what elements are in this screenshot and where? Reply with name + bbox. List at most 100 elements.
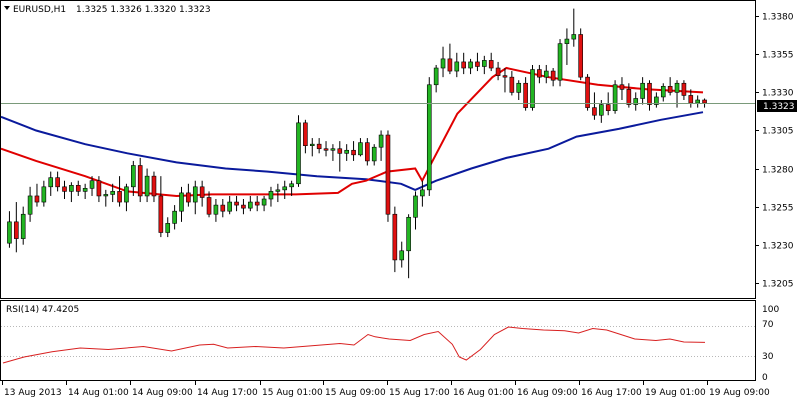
candlestick-series [7,8,707,279]
candle-body [502,75,508,78]
time-tick-label: 19 Aug 01:00 [645,388,706,398]
candle-body [660,85,666,98]
candle-body [316,143,322,150]
current-price-label: 1.3323 [763,102,795,112]
candle-body [667,85,673,93]
candle-body [640,82,645,99]
candle-body [674,82,680,93]
time-tick-label: 16 Aug 09:00 [517,388,578,398]
candle-body [626,89,632,105]
time-tick-label: 16 Aug 01:00 [453,388,514,398]
candle-body [654,96,659,105]
candle-body [282,186,288,191]
candle-body [454,61,460,72]
price-tick-label: 1.3330 [762,89,794,99]
candle-body [89,180,95,189]
candle-body [543,70,549,78]
rsi-level-70: 70 [762,320,774,330]
rsi-line [2,326,706,364]
candle-body [69,184,74,192]
time-tick-label: 16 Aug 17:00 [581,388,642,398]
candle-body [433,67,439,86]
candle-body [461,61,466,69]
candle-body [227,201,232,212]
candle-body [337,148,343,154]
candle-body [192,186,198,203]
candle-body [406,216,411,252]
rsi-level-100: 100 [762,305,779,315]
candle-body [234,201,239,206]
candle-body [213,204,219,215]
candle-body [344,149,349,154]
candle-body [530,69,535,108]
candle-body [268,191,274,200]
candle-body [447,58,453,72]
candle-body [303,122,308,146]
candle-body [371,146,377,162]
candle-body [420,189,425,197]
candle-body [199,186,205,198]
candle-body [578,34,583,78]
candle-body [482,60,487,67]
candle-body [55,177,60,188]
price-tick-label: 1.3305 [762,127,794,137]
candle-body [144,175,150,197]
candle-body [633,98,639,105]
candle-body [27,195,33,215]
candle-body [48,177,54,188]
price-tick-label: 1.3380 [762,13,794,23]
candle-body [172,210,177,224]
candle-body [571,34,577,40]
rsi-levels [1,326,755,357]
candle-body [599,104,604,116]
candle-body [124,186,129,203]
time-tick-label: 15 Aug 09:00 [325,388,386,398]
chevron-down-icon[interactable] [4,6,10,10]
rsi-level-0: 0 [762,373,768,383]
candle-body [440,58,446,69]
candle-body [131,165,136,188]
price-tick-label: 1.3230 [762,242,794,252]
time-tick-label: 15 Aug 01:00 [262,388,323,398]
time-tick-label: 14 Aug 17:00 [197,388,258,398]
candle-body [103,194,109,197]
candle-body [14,221,19,239]
candle-body [612,84,618,111]
candle-body [34,195,40,203]
candle-body [426,84,432,191]
candle-body [137,165,143,197]
rsi-level-30: 30 [762,352,774,362]
price-axis: 1.3380 1.3355 1.3330 1.3305 1.3280 1.3255 1.32… [755,13,794,290]
candle-body [220,204,226,212]
candle-body [254,201,260,206]
candle-body [179,192,184,212]
candle-body [351,149,356,156]
candle-body [647,82,652,105]
slow-moving-average [0,111,704,191]
candle-body [495,67,501,76]
time-tick-label: 14 Aug 01:00 [68,388,129,398]
candle-body [378,134,384,148]
candle-body [516,82,522,93]
candle-body [385,134,391,215]
candle-body [605,104,611,111]
candle-body [117,191,122,203]
rsi-path [2,326,706,364]
candle-body [688,95,694,104]
price-tick-label: 1.3355 [762,51,794,61]
candle-body [289,183,294,188]
time-tick-label: 14 Aug 09:00 [132,388,193,398]
candle-body [468,61,473,69]
candle-body [186,192,191,203]
rsi-title: RSI(14) 47.4205 [6,305,79,315]
candle-body [62,186,67,192]
candle-body [681,82,687,96]
ohlc-values: 1.3325 1.3326 1.3320 1.3323 [76,5,211,15]
time-tick-label: 13 Aug 2013 [4,388,62,398]
candle-body [399,250,405,261]
price-tick-label: 1.3255 [762,204,794,214]
rsi-panel-frame [0,300,756,381]
candle-body [585,76,590,108]
